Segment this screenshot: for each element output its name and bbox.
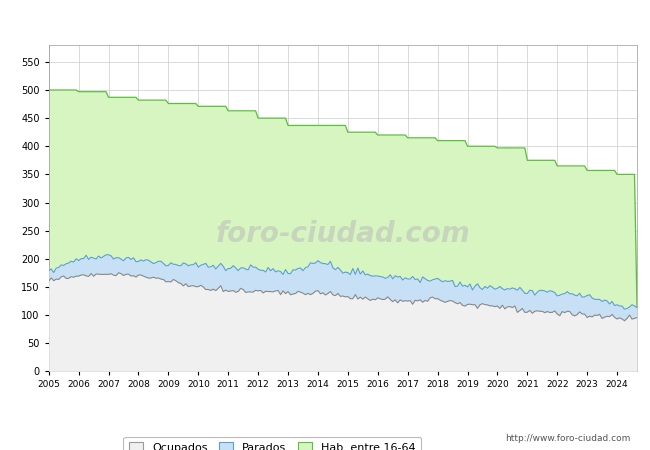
Text: San Cristóbal de la Polantera - Evolucion de la poblacion en edad de Trabajar Se: San Cristóbal de la Polantera - Evolucio… <box>25 14 625 24</box>
Legend: Ocupados, Parados, Hab. entre 16-64: Ocupados, Parados, Hab. entre 16-64 <box>124 437 421 450</box>
Text: foro-ciudad.com: foro-ciudad.com <box>216 220 470 248</box>
Text: http://www.foro-ciudad.com: http://www.foro-ciudad.com <box>505 434 630 443</box>
